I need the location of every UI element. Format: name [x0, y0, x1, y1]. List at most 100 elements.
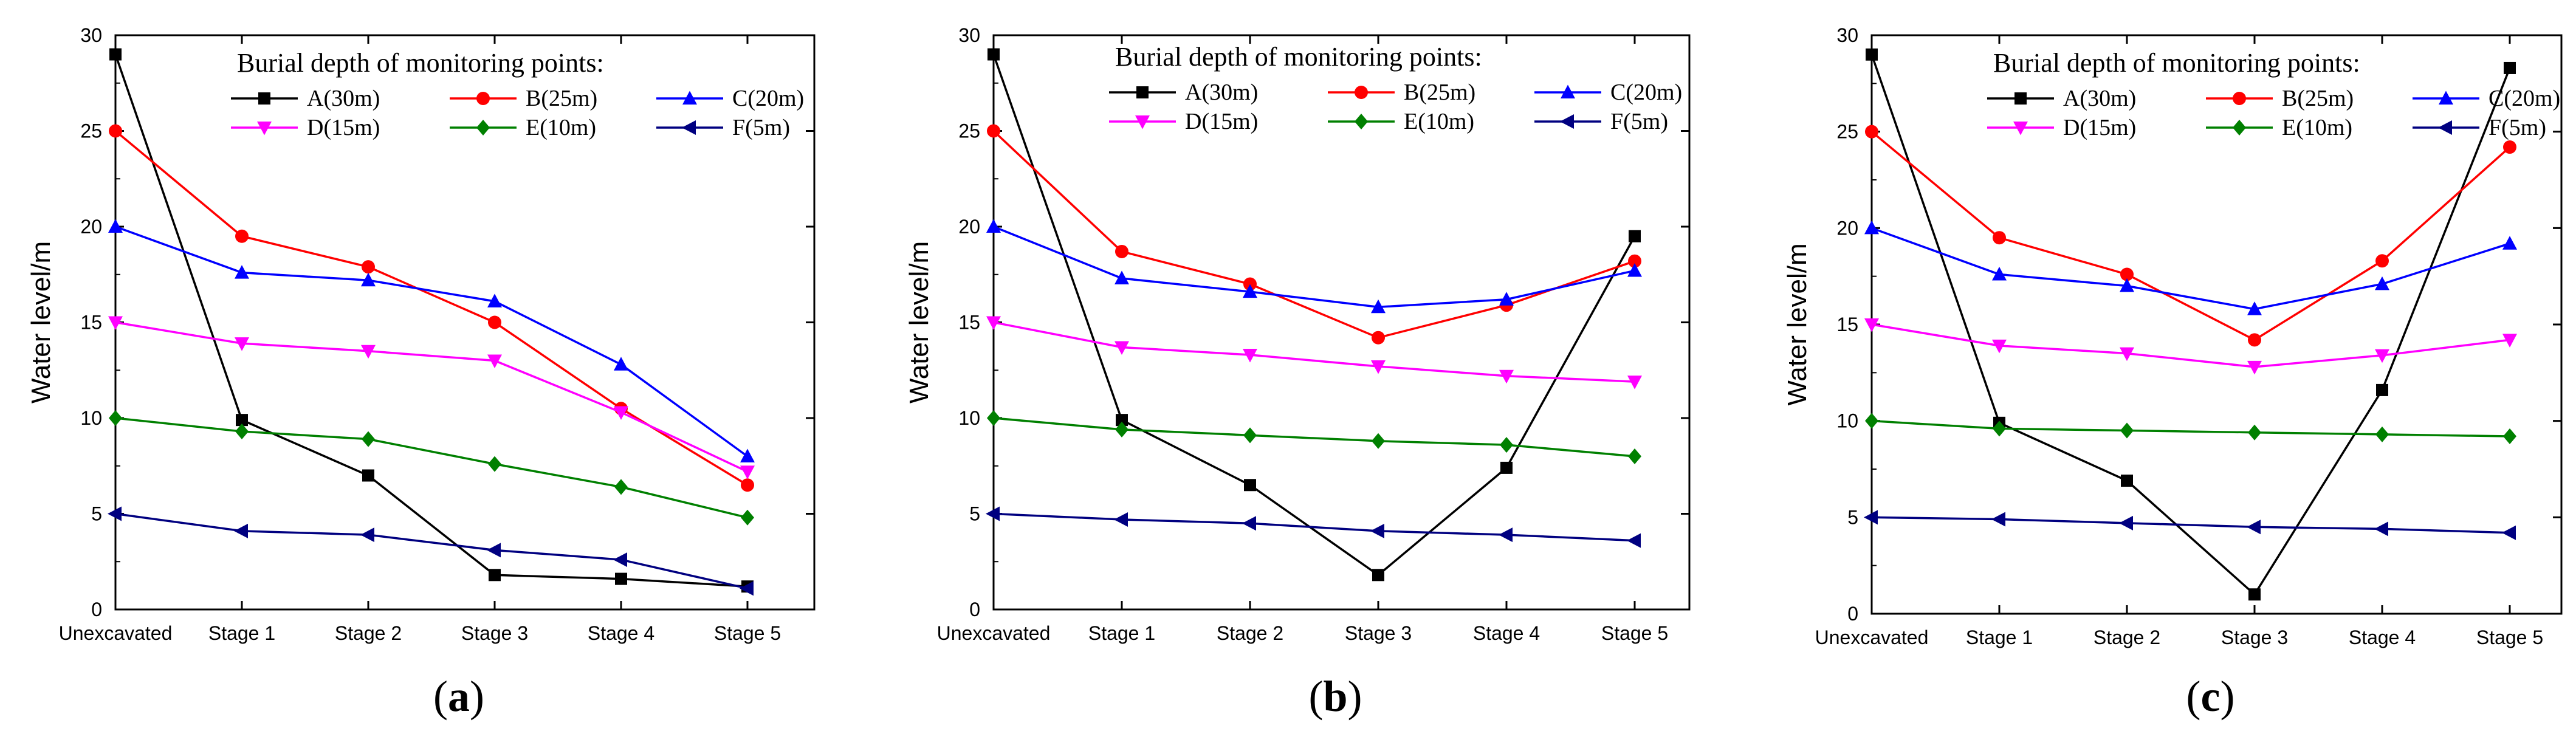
- x-tick-label: Stage 2: [1217, 622, 1283, 644]
- data-point: [2502, 334, 2517, 348]
- legend-marker: [2438, 120, 2452, 135]
- y-tick-label: 5: [969, 503, 980, 525]
- y-axis-title: Water level/m: [26, 241, 56, 403]
- legend-marker: [1560, 114, 1574, 129]
- data-point: [1115, 341, 1129, 355]
- data-point: [1993, 420, 2006, 437]
- y-tick-label: 25: [958, 120, 980, 142]
- legend-item-C(20m): C(20m): [656, 86, 804, 111]
- legend-label: D(15m): [2063, 115, 2136, 140]
- legend-item-A(30m): A(30m): [231, 86, 380, 111]
- data-point: [1865, 125, 1878, 139]
- series-line: [114, 53, 748, 588]
- series-line: [1871, 323, 2510, 368]
- data-point: [2503, 428, 2516, 445]
- legend-label: E(10m): [2282, 115, 2352, 140]
- data-point: [1115, 244, 1128, 258]
- y-tick-label: 0: [91, 599, 102, 620]
- data-point: [1371, 360, 1386, 374]
- legend-item-D(15m): D(15m): [231, 115, 380, 140]
- series-D(15m): [986, 316, 1642, 390]
- series-B(25m): [109, 124, 754, 492]
- x-tick-label: Stage 1: [1966, 626, 2033, 648]
- data-point: [1865, 413, 1878, 429]
- legend-label: F(5m): [2488, 115, 2546, 140]
- legend-label: D(15m): [307, 115, 380, 140]
- legend-label: A(30m): [307, 86, 380, 111]
- legend: Burial depth of monitoring points: A(30m)…: [231, 48, 804, 140]
- legend-marker: [2439, 91, 2453, 105]
- data-point: [2121, 475, 2133, 487]
- legend-marker: [2233, 92, 2246, 105]
- data-point: [1628, 448, 1641, 464]
- legend-label: A(30m): [1185, 80, 1258, 105]
- data-point: [108, 219, 123, 233]
- series-D(15m): [1864, 318, 2517, 375]
- legend-title: Burial depth of monitoring points:: [237, 48, 604, 78]
- series-F(5m): [1864, 510, 2516, 540]
- legend-item-F(5m): F(5m): [656, 115, 790, 140]
- series-D(15m): [108, 316, 755, 479]
- data-point: [488, 456, 501, 472]
- series-E(10m): [109, 410, 754, 526]
- y-tick-label: 20: [80, 216, 102, 238]
- legend-item-D(15m): D(15m): [1987, 115, 2136, 140]
- data-point: [614, 479, 628, 495]
- data-point: [741, 478, 754, 492]
- y-tick-label: 30: [958, 24, 980, 46]
- legend-marker: [1355, 114, 1368, 129]
- y-tick-label: 10: [958, 407, 980, 429]
- x-tick-label: Stage 2: [2093, 626, 2160, 648]
- series-E(10m): [987, 410, 1641, 464]
- legend-item-B(25m): B(25m): [1328, 80, 1475, 105]
- series-line: [993, 321, 1635, 383]
- x-tick-label: Stage 3: [461, 622, 528, 644]
- x-tick-label: Stage 5: [2476, 626, 2543, 648]
- legend-marker: [2013, 122, 2028, 136]
- series-line: [115, 321, 748, 473]
- data-point: [360, 527, 374, 543]
- plot-frame: [1870, 34, 2563, 615]
- y-tick-label: 15: [1836, 314, 1858, 335]
- data-point: [1499, 369, 1514, 384]
- data-point: [362, 469, 374, 482]
- panel-label: (b): [1308, 672, 1362, 721]
- data-point: [361, 272, 376, 287]
- data-point: [1372, 433, 1385, 449]
- data-point: [2120, 278, 2134, 292]
- data-point: [488, 315, 501, 329]
- data-point: [1114, 512, 1128, 527]
- data-point: [613, 552, 627, 568]
- data-point: [615, 572, 627, 585]
- legend-label: E(10m): [526, 115, 596, 140]
- series-line: [1870, 131, 2511, 341]
- x-tick-label: Stage 2: [335, 622, 402, 644]
- legend-item-B(25m): B(25m): [2206, 86, 2354, 111]
- data-point: [2248, 424, 2261, 441]
- data-point: [2120, 347, 2134, 362]
- data-point: [1116, 414, 1128, 427]
- data-point: [487, 293, 502, 307]
- legend-item-D(15m): D(15m): [1109, 109, 1258, 134]
- x-tick-label: Unexcavated: [59, 622, 173, 644]
- data-point: [1371, 299, 1386, 314]
- data-point: [740, 581, 754, 596]
- data-point: [1628, 254, 1641, 268]
- data-point: [1627, 263, 1642, 277]
- data-point: [1243, 284, 1257, 298]
- data-point: [235, 337, 249, 351]
- y-tick-label: 20: [958, 216, 980, 238]
- legend-marker: [476, 92, 490, 105]
- legend-item-A(30m): A(30m): [1987, 86, 2136, 111]
- data-point: [1864, 510, 1878, 525]
- legend-label: C(20m): [2488, 86, 2560, 111]
- series-line: [993, 225, 1635, 309]
- series-line: [115, 417, 748, 519]
- legend-marker: [1136, 86, 1149, 98]
- data-point: [1993, 231, 2006, 245]
- series-line: [114, 130, 748, 486]
- data-point: [740, 448, 755, 462]
- panel-label: (a): [433, 672, 484, 721]
- data-point: [1370, 523, 1384, 538]
